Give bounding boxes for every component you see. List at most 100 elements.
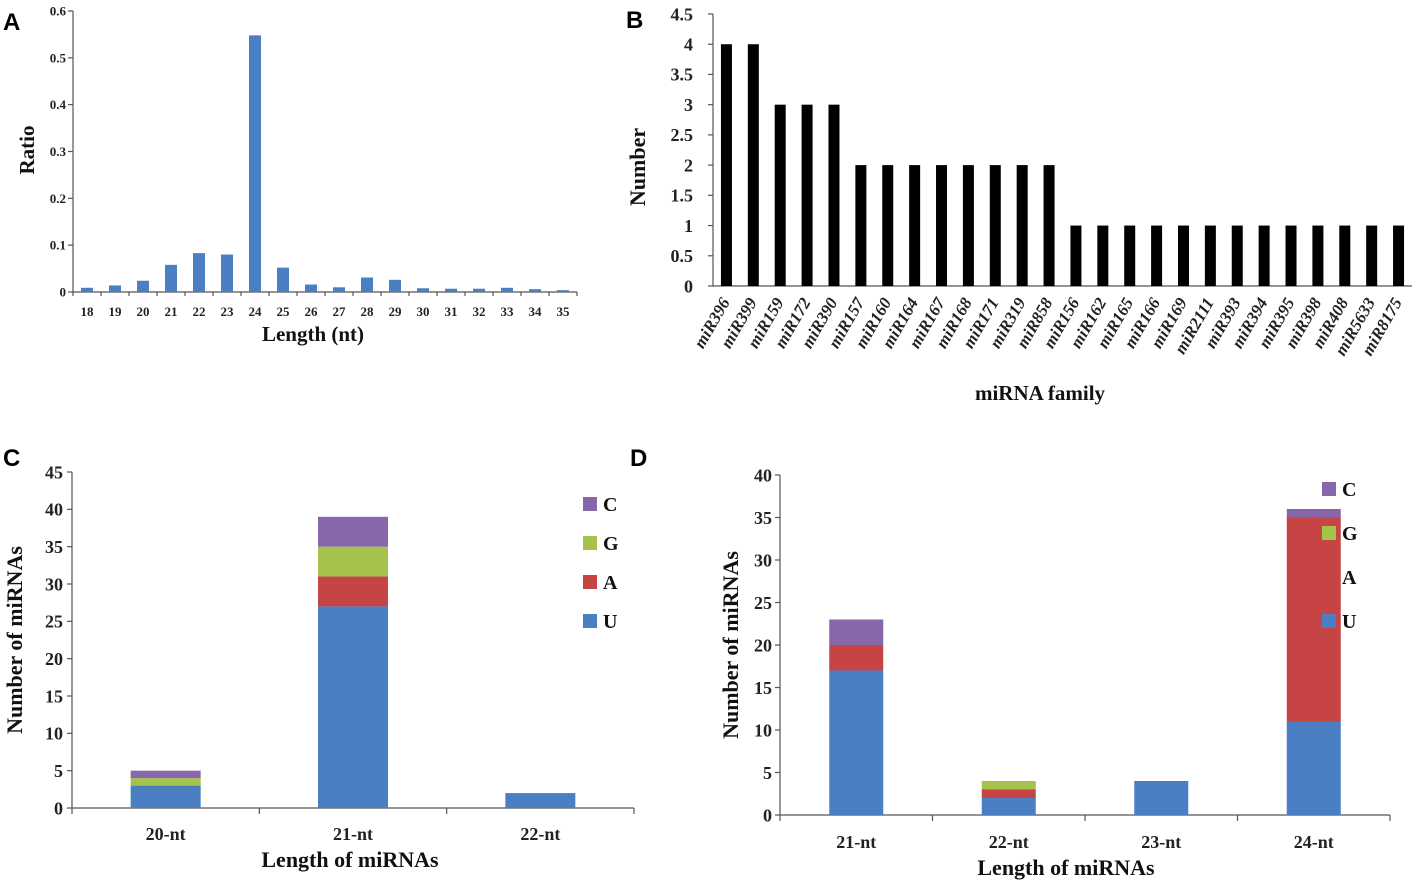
panel-letter: D — [630, 445, 647, 472]
bar — [361, 277, 373, 292]
x-tick-label: 22 — [193, 304, 206, 319]
legend-label-g: G — [1342, 523, 1358, 545]
legend-swatch-g — [1322, 526, 1336, 540]
bar — [137, 280, 149, 292]
panel-letter: A — [3, 9, 20, 36]
bar — [557, 290, 569, 292]
y-tick-label: 0.1 — [50, 238, 66, 253]
y-tick-label: 0 — [60, 285, 67, 300]
x-tick-label: 35 — [557, 304, 571, 319]
y-tick-label: 40 — [45, 500, 63, 520]
x-tick-label: 28 — [361, 304, 375, 319]
y-tick-label: 1.5 — [671, 186, 694, 206]
y-tick-label: 0.5 — [671, 246, 694, 266]
y-tick-label: 35 — [45, 537, 63, 557]
panel-a: A 0 0.1 0.2 0.3 0.4 0.5 0.6 18 19 20 21 22 23 24 25 26 27… — [3, 4, 578, 346]
bar — [501, 287, 513, 292]
x-tick-label: 23 — [221, 304, 235, 319]
bar — [333, 287, 345, 292]
legend-label-c: C — [1342, 479, 1356, 501]
bar — [1151, 225, 1163, 286]
y-tick-label: 0.5 — [50, 50, 67, 65]
bar-segment-u — [1134, 781, 1189, 815]
bar — [936, 165, 948, 286]
bar — [855, 165, 867, 286]
x-tick-label: 23-nt — [1141, 832, 1181, 852]
y-tick-label: 10 — [45, 724, 63, 744]
y-tick-label: 5 — [54, 761, 63, 781]
y-tick-label: 0.4 — [50, 97, 67, 112]
bar — [473, 288, 485, 292]
y-tick-label: 2.5 — [671, 125, 694, 145]
y-tick-label: 25 — [45, 612, 63, 632]
y-tick-label: 3 — [684, 95, 693, 115]
bar-segment-u — [318, 606, 388, 808]
bar — [1366, 225, 1378, 286]
y-axis-title: Number of miRNAs — [718, 551, 743, 739]
y-tick-label: 25 — [754, 593, 772, 613]
x-tick-label: 22-nt — [520, 824, 560, 844]
bar-segment-g — [981, 781, 1036, 790]
bar — [962, 165, 974, 286]
x-axis-title: Length of miRNAs — [261, 847, 439, 872]
x-tick-label: 21-nt — [333, 824, 373, 844]
bar — [277, 267, 289, 292]
panel-b: B00.511.522.533.544.5miR396miR399miR159m… — [625, 4, 1412, 405]
y-tick-label: 2 — [684, 155, 693, 175]
y-tick-label: 15 — [45, 686, 63, 706]
legend-swatch-c — [583, 497, 597, 511]
bar-segment-g — [130, 778, 201, 786]
legend-label-a: A — [1342, 567, 1357, 589]
y-tick-label: 0 — [763, 805, 772, 825]
bar — [1097, 225, 1109, 286]
panel-c: C 0 5 10 15 20 25 30 35 40 45 20-nt 21-nt 22-nt Length… — [2, 445, 635, 872]
y-tick-label: 10 — [754, 720, 772, 740]
bar-segment-a — [981, 789, 1036, 798]
bar — [1177, 225, 1189, 286]
x-tick-label: 19 — [109, 304, 123, 319]
bar — [109, 285, 121, 292]
bar — [1393, 225, 1405, 286]
x-tick-label: 29 — [389, 304, 403, 319]
panel-letter: B — [626, 7, 643, 34]
x-tick-label: 18 — [81, 304, 95, 319]
x-tick-label: 24 — [249, 304, 263, 319]
y-tick-label: 0 — [54, 798, 63, 818]
bar-segment-c — [829, 619, 884, 645]
bar — [1312, 225, 1324, 286]
bar — [774, 104, 786, 287]
bar — [1339, 225, 1351, 286]
x-tick-label: 21-nt — [836, 832, 876, 852]
legend-swatch-u — [583, 614, 597, 628]
x-tick-label: 30 — [417, 304, 430, 319]
bar — [1231, 225, 1243, 286]
bar-segment-a — [318, 576, 388, 607]
x-tick-label: 24-nt — [1294, 832, 1334, 852]
bar — [529, 289, 541, 292]
y-tick-label: 3.5 — [671, 65, 694, 85]
legend-swatch-a — [1322, 570, 1336, 584]
y-tick-label: 0.2 — [50, 191, 66, 206]
bar — [747, 44, 759, 286]
bar-segment-g — [318, 546, 388, 577]
bar-segment-a — [829, 645, 884, 671]
legend-label-c: C — [603, 494, 617, 516]
bar — [989, 165, 1001, 286]
legend-label-a: A — [603, 572, 618, 594]
y-tick-label: 0.6 — [50, 4, 67, 19]
x-axis-title: Length of miRNAs — [977, 855, 1155, 880]
x-tick-label: 22-nt — [989, 832, 1029, 852]
x-tick-label: 25 — [277, 304, 291, 319]
legend-swatch-c — [1322, 482, 1336, 496]
y-tick-label: 20 — [45, 649, 63, 669]
bar — [1043, 165, 1055, 286]
panel-letter: C — [3, 445, 20, 472]
bar — [305, 284, 317, 292]
bar — [1016, 165, 1028, 286]
y-tick-label: 20 — [754, 635, 772, 655]
bar — [1070, 225, 1082, 286]
bar — [1258, 225, 1270, 286]
bar — [801, 104, 813, 287]
